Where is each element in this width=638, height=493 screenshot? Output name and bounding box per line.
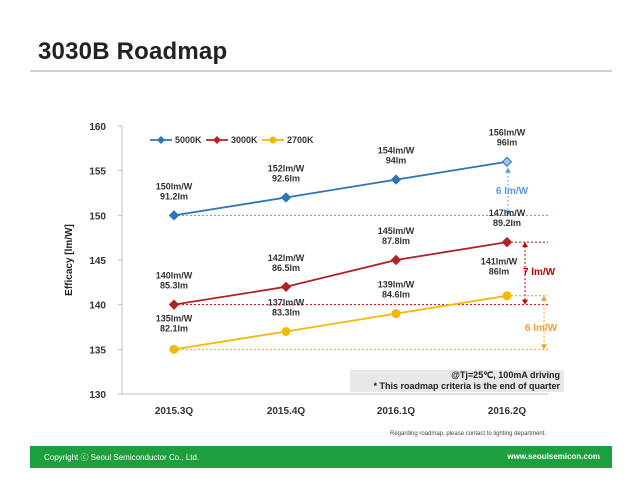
- data-label: 86lm: [489, 267, 510, 277]
- data-point: [391, 309, 401, 319]
- data-point: [502, 291, 512, 301]
- data-label: 96lm: [497, 138, 518, 148]
- gain-arrow-head: [522, 242, 528, 248]
- data-label: 145lm/W: [378, 226, 415, 236]
- data-point: [390, 254, 402, 266]
- legend-marker: [157, 136, 165, 144]
- y-axis-label: Efficacy [lm/W]: [64, 224, 75, 296]
- y-tick-label: 155: [89, 167, 106, 178]
- x-tick-label: 2015.3Q: [155, 406, 194, 417]
- data-label: 139lm/W: [378, 280, 415, 290]
- footer-bar: Copyright ⓒ Seoul Semiconductor Co., Ltd…: [30, 446, 612, 468]
- legend-label-2700K: 2700K: [287, 135, 314, 145]
- data-point: [168, 299, 180, 310]
- data-label: 152lm/W: [268, 163, 305, 173]
- data-label: 85.3lm: [160, 281, 188, 291]
- series-line-5000K: [173, 160, 508, 217]
- data-label: 147lm/W: [489, 208, 526, 218]
- data-point: [501, 156, 513, 167]
- gain-arrow-head: [522, 299, 528, 305]
- data-label: 92.6lm: [272, 173, 300, 183]
- legend-marker: [269, 136, 277, 144]
- data-point: [169, 344, 179, 354]
- data-label: 87.8lm: [382, 236, 410, 246]
- annotation-criteria: * This roadmap criteria is the end of qu…: [373, 381, 560, 391]
- footnote: Regarding roadmap, please contact to lig…: [390, 431, 547, 437]
- data-label: 150lm/W: [156, 181, 193, 191]
- data-point: [280, 192, 292, 203]
- y-tick-label: 140: [89, 301, 106, 312]
- legend-label-5000K: 5000K: [175, 135, 202, 145]
- data-label: 84.6lm: [382, 290, 410, 300]
- y-tick-label: 130: [89, 390, 106, 401]
- gain-label: 7 lm/W: [523, 267, 556, 278]
- y-tick-label: 145: [89, 256, 106, 267]
- series-line-2700K: [173, 294, 508, 351]
- data-label: 141lm/W: [481, 257, 518, 267]
- y-tick-label: 135: [89, 345, 106, 356]
- data-label: 140lm/W: [156, 271, 193, 281]
- data-label: 86.5lm: [272, 263, 300, 273]
- data-label: 135lm/W: [156, 313, 193, 323]
- x-tick-label: 2016.1Q: [377, 406, 416, 417]
- y-tick-label: 150: [89, 211, 106, 222]
- annotation-conditions: @Tj=25℃, 100mA driving: [451, 370, 560, 380]
- data-point: [501, 236, 513, 248]
- series-line-3000K: [173, 241, 508, 306]
- data-label: 94lm: [386, 156, 407, 166]
- gain-arrow-head: [541, 344, 547, 350]
- data-point: [280, 281, 292, 293]
- data-point: [281, 326, 291, 336]
- data-point: [390, 174, 402, 185]
- data-label: 91.2lm: [160, 191, 188, 201]
- annotation-box: [350, 370, 564, 392]
- gain-label: 6 lm/W: [525, 323, 558, 334]
- y-tick-label: 160: [89, 122, 106, 133]
- x-tick-label: 2016.2Q: [488, 406, 527, 417]
- data-label: 83.3lm: [272, 307, 300, 317]
- data-label: 142lm/W: [268, 253, 305, 263]
- gain-arrow-head: [505, 210, 511, 216]
- gain-arrow-head: [505, 167, 511, 173]
- data-point: [168, 210, 180, 221]
- title-divider: [30, 70, 612, 72]
- data-label: 156lm/W: [489, 128, 526, 138]
- data-label: 89.2lm: [493, 218, 521, 228]
- legend-label-3000K: 3000K: [231, 135, 258, 145]
- x-tick-label: 2015.4Q: [267, 406, 306, 417]
- copyright-text: Copyright ⓒ Seoul Semiconductor Co., Ltd…: [44, 453, 200, 462]
- gain-arrow-head: [541, 295, 547, 301]
- gain-label: 6 lm/W: [496, 186, 529, 197]
- website-link[interactable]: www.seoulsemicon.com: [507, 452, 600, 461]
- data-label: 82.1lm: [160, 323, 188, 333]
- data-label: 137lm/W: [268, 297, 305, 307]
- slide-title: 3030B Roadmap: [38, 38, 228, 65]
- data-label: 154lm/W: [378, 146, 415, 156]
- legend-marker: [213, 136, 221, 144]
